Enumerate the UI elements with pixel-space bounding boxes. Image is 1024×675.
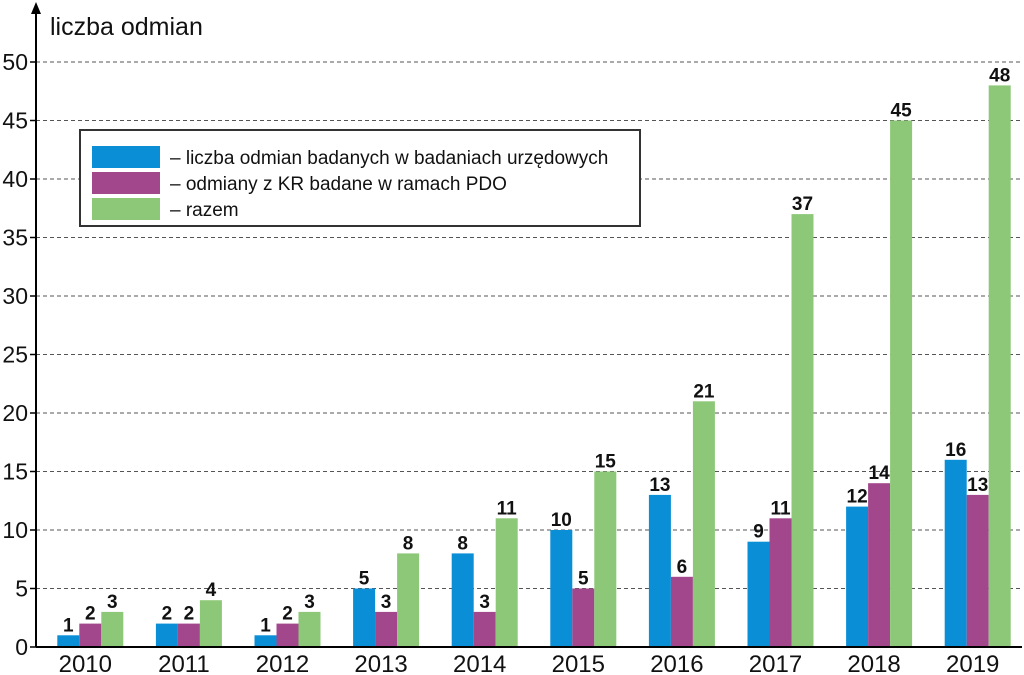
data-label-2013-series-0: 5 [359,569,370,590]
bar-2014-series-2 [495,518,518,647]
data-label-2019-series-2: 48 [989,65,1010,86]
data-label-2016-series-1: 6 [677,557,688,578]
bar-2011-series-0 [155,623,178,647]
y-tick-label-25: 25 [2,342,28,368]
y-tick-label-5: 5 [15,576,28,602]
data-label-2016-series-2: 21 [693,381,715,402]
data-label-2013-series-1: 3 [381,592,392,613]
y-tick-label-40: 40 [2,166,28,192]
bar-2017-series-2 [791,214,814,647]
data-label-2017-series-2: 37 [792,194,813,215]
legend: – liczba odmian badanych w badaniach urz… [79,129,641,227]
y-axis-arrow-icon [31,2,41,14]
legend-box [79,129,641,227]
data-label-2011-series-0: 2 [162,604,173,625]
bar-2018-series-1 [868,483,891,647]
bars [57,85,1011,647]
bar-2018-series-2 [890,120,913,647]
bar-2019-series-1 [966,494,989,647]
bar-2017-series-1 [769,518,792,647]
bar-2013-series-0 [353,588,376,647]
x-tick-label-2011: 2011 [158,651,210,675]
data-label-2017-series-1: 11 [770,498,791,519]
bar-2010-series-0 [57,635,80,647]
y-tick-label-0: 0 [15,634,28,660]
data-label-2010-series-2: 3 [107,592,118,613]
bar-2010-series-1 [79,623,102,647]
x-tick-label-2018: 2018 [847,651,900,675]
data-label-2019-series-1: 13 [967,475,988,496]
gridlines [36,61,1022,589]
data-label-2015-series-2: 15 [595,452,617,473]
bar-2017-series-0 [747,541,770,647]
x-tick-label-2013: 2013 [354,651,407,675]
data-label-2018-series-0: 12 [847,487,868,508]
data-label-2010-series-1: 2 [85,604,96,625]
x-tick-label-2019: 2019 [946,651,999,675]
x-tick-label-2012: 2012 [256,651,309,675]
bar-2016-series-1 [670,576,693,647]
x-tick-label-2014: 2014 [453,651,506,675]
data-label-2016-series-0: 13 [649,475,670,496]
legend-swatch-official [92,146,160,168]
x-tick-label-2015: 2015 [552,651,605,675]
y-tick-label-35: 35 [2,225,28,251]
x-tick-label-2010: 2010 [59,651,112,675]
data-label-2018-series-2: 45 [891,101,913,122]
y-tick-label-15: 15 [2,459,28,485]
bar-2019-series-2 [988,85,1011,647]
bar-2012-series-1 [276,623,299,647]
y-tick-label-45: 45 [2,108,28,134]
bar-2015-series-1 [572,588,595,647]
bar-2013-series-2 [397,553,420,647]
data-label-2010-series-0: 1 [63,615,74,636]
data-label-2013-series-2: 8 [403,533,414,554]
bar-2011-series-1 [177,623,200,647]
bar-2013-series-1 [375,611,398,647]
legend-label-total: – razem [170,200,239,221]
bar-2014-series-1 [473,611,496,647]
bar-2010-series-2 [101,611,124,647]
bar-2012-series-2 [298,611,321,647]
bar-2015-series-2 [594,471,617,647]
y-tick-label-50: 50 [2,49,28,75]
bar-2014-series-0 [451,553,474,647]
legend-swatch-total [92,198,160,220]
x-tick-label-2017: 2017 [749,651,802,675]
legend-swatch-kr-pdo [92,172,160,194]
y-tick-label-30: 30 [2,283,28,309]
y-tick-label-10: 10 [2,517,28,543]
bar-2011-series-2 [199,600,222,647]
legend-label-official: – liczba odmian badanych w badaniach urz… [170,148,608,169]
bar-2015-series-0 [550,530,573,647]
data-label-2014-series-2: 11 [497,498,518,519]
data-label-2012-series-2: 3 [304,592,315,613]
bar-2019-series-0 [944,459,967,647]
x-tick-label-2016: 2016 [650,651,703,675]
bar-2012-series-0 [254,635,277,647]
bar-2018-series-0 [846,506,869,647]
data-label-2018-series-1: 14 [869,463,891,484]
data-label-2014-series-1: 3 [479,592,490,613]
y-axis-title: liczba odmian [50,13,203,41]
legend-label-kr-pdo: – odmiany z KR badane w ramach PDO [170,174,507,195]
data-label-2012-series-0: 1 [260,615,271,636]
data-label-2015-series-0: 10 [551,510,572,531]
bar-2016-series-0 [648,494,671,647]
bar-2016-series-2 [692,401,715,647]
data-label-2011-series-2: 4 [206,580,217,601]
data-label-2014-series-0: 8 [457,533,468,554]
y-tick-label-20: 20 [2,400,28,426]
data-label-2011-series-1: 2 [184,604,195,625]
data-label-2012-series-1: 2 [282,604,293,625]
data-label-2019-series-0: 16 [945,440,966,461]
data-label-2015-series-1: 5 [578,569,589,590]
data-label-2017-series-0: 9 [753,522,764,543]
